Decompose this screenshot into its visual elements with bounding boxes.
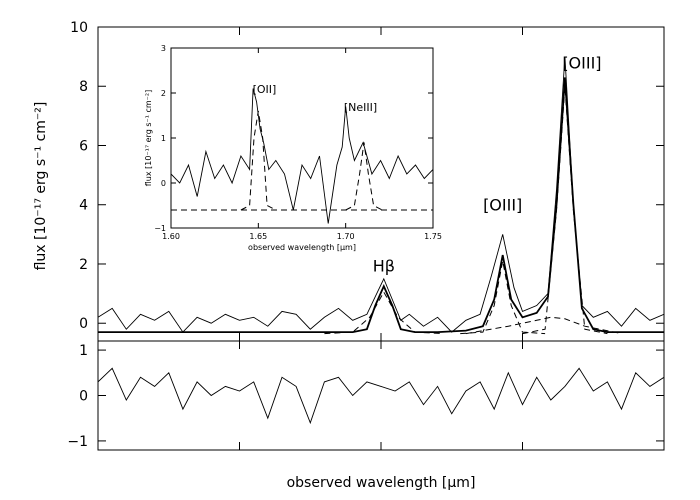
main-spectrum-y-tick-label: 4 (79, 198, 88, 214)
inset-spectrum-y-tick-label: 1 (161, 134, 166, 143)
inset-spectrum-y-tick-label: −1 (154, 224, 166, 233)
inset-spectrum-x-axis-title: observed wavelength [μm] (248, 243, 356, 252)
residuals-series-residual (98, 367, 664, 425)
main-spectrum-series-h-broad-component (324, 291, 444, 335)
main-spectrum-x-axis-title: observed wavelength [μm] (287, 475, 476, 491)
main-spectrum-y-tick-label: 2 (79, 257, 88, 273)
main-spectrum-line-label: [OIII] (483, 196, 522, 215)
residuals-y-tick-label: 0 (79, 389, 88, 405)
main-spectrum-y-axis-title: flux [10⁻¹⁷ erg s⁻¹ cm⁻²] (33, 102, 49, 271)
residuals-y-tick-label: 1 (79, 343, 88, 359)
residuals-frame (97, 340, 665, 451)
main-spectrum-series-broad-wing-component (465, 316, 622, 335)
inset-spectrum-y-axis-title: flux [10⁻¹⁷ erg s⁻¹ cm⁻²] (144, 90, 153, 186)
main-spectrum-y-tick-label: 10 (70, 20, 88, 36)
inset-spectrum-y-tick-label: 3 (161, 44, 166, 53)
inset-spectrum-line-label: [NeIII] (344, 101, 377, 114)
inset-spectrum-x-tick-label: 1.70 (337, 232, 355, 241)
inset-panel: 1.60 1.65 1.70 1.75 −1 0 1 2 3 observed wavelengt… (144, 44, 442, 252)
main-spectrum-line-label: Hβ (373, 256, 395, 275)
inset-spectrum-series--neiii-component (345, 142, 383, 211)
main-spectrum-series--oiii-4959-component (460, 260, 546, 335)
inset-spectrum-x-tick-label: 1.60 (162, 232, 180, 241)
residuals-y-tick-label: −1 (67, 434, 88, 450)
main-spectrum-y-tick-label: 8 (79, 79, 88, 95)
inset-spectrum-x-tick-label: 1.65 (249, 232, 267, 241)
main-spectrum-y-tick-label: 6 (79, 138, 88, 154)
inset-spectrum-y-tick-label: 0 (161, 179, 166, 188)
main-spectrum-y-tick-label: 0 (79, 316, 88, 332)
main-spectrum-line-label: [OIII] (562, 53, 601, 72)
inset-spectrum-x-tick-label: 1.75 (424, 232, 442, 241)
inset-spectrum-series-observed-spectrum (171, 88, 433, 224)
inset-spectrum-y-tick-label: 2 (161, 89, 166, 98)
main-spectrum-series--oiii-5007-component (522, 86, 608, 335)
inset-spectrum-line-label: [OII] (253, 83, 277, 96)
inset-spectrum-series--oii-component (240, 110, 277, 211)
residual-panel: −1 0 1 observed wavelength [μm] (67, 340, 665, 491)
inset-spectrum-background (171, 48, 433, 228)
